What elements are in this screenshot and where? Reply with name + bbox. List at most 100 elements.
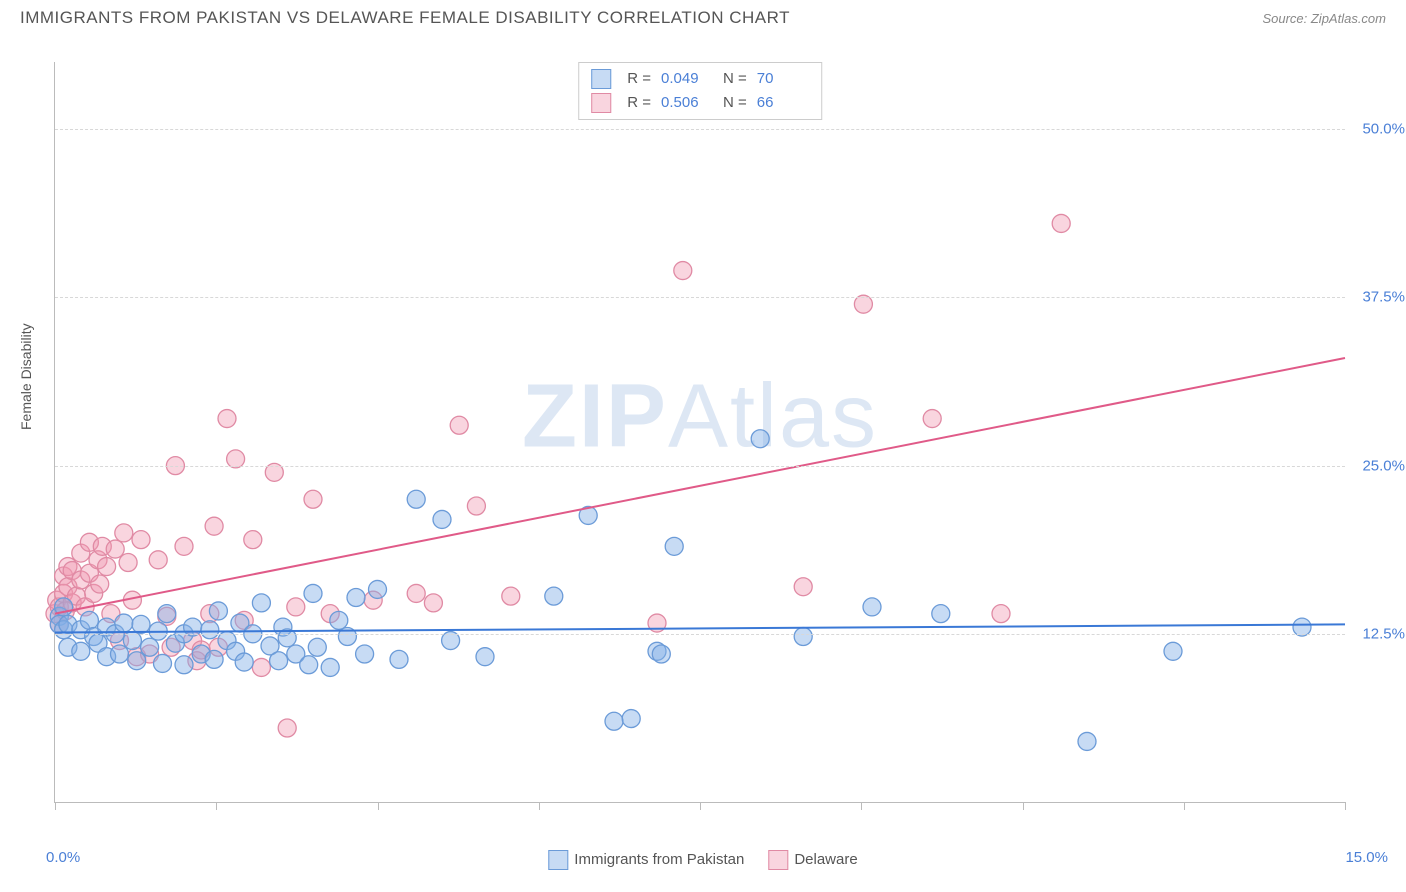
scatter-point (132, 615, 150, 633)
n-value: 70 (757, 67, 809, 91)
chart-plot-area: ZIPAtlas R = 0.049N = 70R = 0.506N = 66 … (54, 62, 1345, 803)
scatter-point (158, 605, 176, 623)
chart-title: IMMIGRANTS FROM PAKISTAN VS DELAWARE FEM… (20, 8, 790, 28)
scatter-point (923, 410, 941, 428)
scatter-point (132, 531, 150, 549)
scatter-point (91, 575, 109, 593)
scatter-plot-svg (55, 62, 1345, 802)
scatter-point (149, 551, 167, 569)
scatter-point (424, 594, 442, 612)
x-tick (861, 802, 862, 810)
legend-item: Immigrants from Pakistan (548, 850, 744, 870)
scatter-point (467, 497, 485, 515)
scatter-point (369, 580, 387, 598)
scatter-point (390, 650, 408, 668)
scatter-point (794, 628, 812, 646)
scatter-point (300, 656, 318, 674)
scatter-point (106, 540, 124, 558)
x-tick (378, 802, 379, 810)
scatter-point (665, 537, 683, 555)
scatter-point (433, 510, 451, 528)
r-value: 0.506 (661, 91, 713, 115)
stats-legend-box: R = 0.049N = 70R = 0.506 N = 66 (578, 62, 822, 120)
scatter-point (502, 587, 520, 605)
scatter-point (1078, 732, 1096, 750)
scatter-point (115, 524, 133, 542)
y-tick-label: 50.0% (1362, 121, 1405, 138)
stats-legend-row: R = 0.049N = 70 (591, 67, 809, 91)
scatter-point (252, 658, 270, 676)
scatter-point (154, 654, 172, 672)
scatter-point (321, 658, 339, 676)
scatter-point (932, 605, 950, 623)
scatter-point (751, 430, 769, 448)
y-tick-label: 37.5% (1362, 289, 1405, 306)
scatter-point (304, 490, 322, 508)
scatter-point (356, 645, 374, 663)
scatter-point (347, 588, 365, 606)
scatter-point (205, 517, 223, 535)
scatter-point (175, 656, 193, 674)
r-label: R = (627, 91, 651, 115)
scatter-point (141, 638, 159, 656)
x-tick (539, 802, 540, 810)
scatter-point (252, 594, 270, 612)
scatter-point (330, 611, 348, 629)
scatter-point (652, 645, 670, 663)
n-label: N = (723, 91, 747, 115)
scatter-point (80, 611, 98, 629)
x-axis-min-label: 0.0% (46, 849, 80, 866)
grid-line (55, 466, 1345, 467)
scatter-point (287, 598, 305, 616)
scatter-point (72, 642, 90, 660)
series-legend: Immigrants from Pakistan Delaware (548, 850, 857, 870)
legend-label: Delaware (794, 851, 857, 868)
trend-line (55, 358, 1345, 614)
scatter-point (218, 410, 236, 428)
y-axis-title: Female Disability (18, 323, 34, 430)
legend-swatch (548, 850, 568, 870)
scatter-point (407, 584, 425, 602)
x-axis-max-label: 15.0% (1345, 849, 1388, 866)
grid-line (55, 634, 1345, 635)
r-value: 0.049 (661, 67, 713, 91)
stats-legend-row: R = 0.506 N = 66 (591, 91, 809, 115)
grid-line (55, 297, 1345, 298)
legend-label: Immigrants from Pakistan (574, 851, 744, 868)
scatter-point (545, 587, 563, 605)
y-tick-label: 25.0% (1362, 457, 1405, 474)
scatter-point (450, 416, 468, 434)
scatter-point (407, 490, 425, 508)
scatter-point (1164, 642, 1182, 660)
x-tick (55, 802, 56, 810)
x-tick (216, 802, 217, 810)
scatter-point (622, 710, 640, 728)
legend-swatch (768, 850, 788, 870)
scatter-point (1052, 214, 1070, 232)
n-value: 66 (757, 91, 809, 115)
scatter-point (175, 537, 193, 555)
r-label: R = (627, 67, 651, 91)
scatter-point (278, 719, 296, 737)
scatter-point (111, 645, 129, 663)
scatter-point (476, 648, 494, 666)
x-tick (700, 802, 701, 810)
scatter-point (992, 605, 1010, 623)
scatter-point (270, 652, 288, 670)
x-tick (1023, 802, 1024, 810)
y-tick-label: 12.5% (1362, 625, 1405, 642)
source-name: ZipAtlas.com (1311, 11, 1386, 26)
source-prefix: Source: (1262, 11, 1310, 26)
grid-line (55, 129, 1345, 130)
x-tick (1345, 802, 1346, 810)
x-tick (1184, 802, 1185, 810)
legend-item: Delaware (768, 850, 857, 870)
scatter-point (98, 558, 116, 576)
scatter-point (244, 531, 262, 549)
scatter-point (201, 621, 219, 639)
scatter-point (209, 602, 227, 620)
scatter-point (863, 598, 881, 616)
scatter-point (119, 554, 137, 572)
scatter-point (205, 650, 223, 668)
legend-swatch (591, 69, 611, 89)
